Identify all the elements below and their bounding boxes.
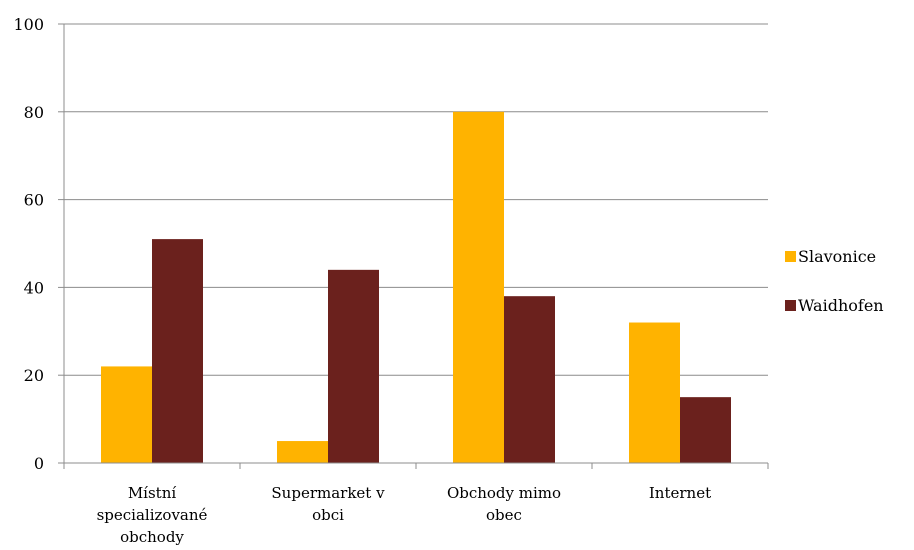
category-label-line: obchody (120, 528, 184, 546)
bar-slavonice-1 (277, 441, 328, 463)
category-label-line: Internet (649, 484, 711, 502)
bar-waidhofen-2 (504, 296, 555, 463)
bar-waidhofen-1 (328, 269, 379, 463)
y-tick-label: 60 (24, 191, 44, 210)
legend: Slavonice Waidhofen (785, 247, 884, 315)
y-tick-label: 80 (24, 103, 44, 122)
y-tick-label: 0 (34, 454, 44, 473)
category-label-line: Obchody mimo (447, 484, 561, 502)
axes (63, 24, 769, 469)
category-label-line: specializované (97, 506, 208, 524)
y-tick-label: 20 (24, 366, 44, 385)
bar-slavonice-3 (629, 322, 680, 463)
category-label-line: Supermarket v (271, 484, 385, 502)
category-label-line: Místní (128, 484, 177, 502)
bar-slavonice-2 (453, 111, 504, 464)
bar-waidhofen-0 (152, 239, 203, 463)
category-label: Supermarket v obci (271, 484, 385, 524)
category-label-line: obci (312, 506, 344, 524)
legend-swatch-slavonice (785, 251, 796, 262)
legend-label-waidhofen: Waidhofen (798, 296, 884, 315)
category-label-line: obec (486, 506, 522, 524)
category-label: Místní specializované obchody (97, 484, 208, 546)
y-tick-label: 40 (24, 278, 44, 297)
bar-slavonice-0 (101, 366, 152, 463)
category-label: Obchody mimo obec (447, 484, 561, 524)
bar-waidhofen-3 (680, 397, 731, 463)
y-tick-labels: 0 20 40 60 80 100 (13, 15, 44, 473)
legend-swatch-waidhofen (785, 300, 796, 311)
y-tick-label: 100 (13, 15, 44, 34)
legend-label-slavonice: Slavonice (798, 247, 876, 266)
category-label: Internet (649, 484, 711, 502)
bars (101, 111, 731, 464)
category-labels: Místní specializované obchody Supermarket v… (97, 484, 712, 546)
